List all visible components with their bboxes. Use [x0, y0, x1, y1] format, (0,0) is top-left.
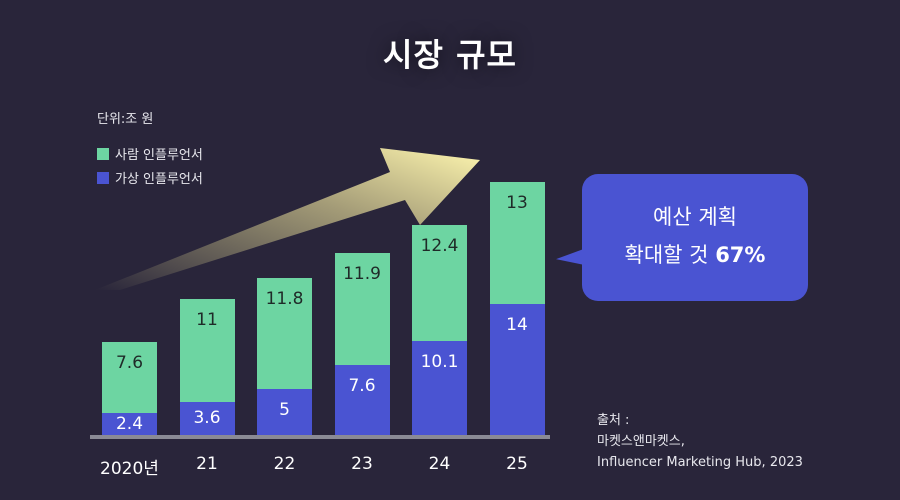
- source-line1: 마켓스앤마켓스,: [597, 434, 685, 449]
- data-label-virtual-5: 14: [506, 315, 528, 336]
- data-label-human-0: 7.6: [115, 353, 144, 373]
- x-tick-label-0: 2020년: [100, 459, 159, 479]
- bar-virtual-2: [257, 389, 312, 436]
- legend-label-human: 사람 인플루언서: [115, 148, 203, 163]
- data-label-human-5: 13: [506, 193, 528, 214]
- bar-virtual-5: [489, 304, 545, 436]
- chart-title: 시장 규모: [383, 36, 517, 74]
- source-line2: Influencer Marketing Hub, 2023: [597, 455, 803, 470]
- bar-human-1: [179, 298, 235, 403]
- data-label-human-4: 12.4: [420, 235, 459, 256]
- data-label-virtual-2: 5: [279, 400, 290, 420]
- x-tick-label-2: 22: [273, 454, 296, 474]
- source-label: 출처 :: [597, 413, 630, 428]
- legend-item-human: 사람 인플루언서: [97, 144, 203, 163]
- bar-human-2: [257, 278, 312, 389]
- data-label-virtual-4: 10.1: [420, 352, 459, 373]
- x-axis-line: [90, 435, 550, 439]
- x-tick-label-3: 23: [351, 454, 373, 474]
- data-label-human-2: 11.8: [265, 289, 304, 310]
- bar-virtual-4: [412, 341, 467, 436]
- bar-human-5: [489, 182, 545, 305]
- unit-label: 단위:조 원: [97, 112, 154, 127]
- legend-label-virtual: 가상 인플루언서: [115, 172, 203, 187]
- x-tick-label-1: 21: [196, 454, 218, 474]
- data-label-virtual-3: 7.6: [348, 375, 376, 396]
- data-label-virtual-1: 3.6: [193, 408, 221, 429]
- bar-human-3: [334, 252, 390, 365]
- x-tick-label-5: 25: [506, 454, 528, 474]
- bar-human-0: [102, 342, 157, 414]
- x-tick-label-4: 24: [428, 454, 451, 474]
- source-note: 출처 : 마켓스앤마켓스, Influencer Marketing Hub, …: [597, 410, 803, 473]
- data-label-virtual-0: 2.4: [115, 413, 144, 434]
- bar-virtual-1: [179, 402, 235, 436]
- data-label-human-3: 11.9: [343, 263, 381, 284]
- legend-swatch-virtual: [97, 171, 109, 184]
- callout-line1: 예산 계획: [653, 205, 737, 229]
- legend-item-virtual: 가상 인플루언서: [97, 168, 203, 187]
- legend-swatch-human: [97, 147, 109, 160]
- bar-human-4: [412, 224, 467, 342]
- callout-value: 67%: [715, 243, 766, 267]
- bar-virtual-3: [334, 364, 390, 436]
- bar-virtual-0: [102, 413, 157, 436]
- data-label-human-1: 11: [196, 309, 218, 330]
- callout-bubble: 예산 계획 확대할 것 67%: [582, 174, 808, 301]
- callout-line2: 확대할 것: [624, 243, 709, 267]
